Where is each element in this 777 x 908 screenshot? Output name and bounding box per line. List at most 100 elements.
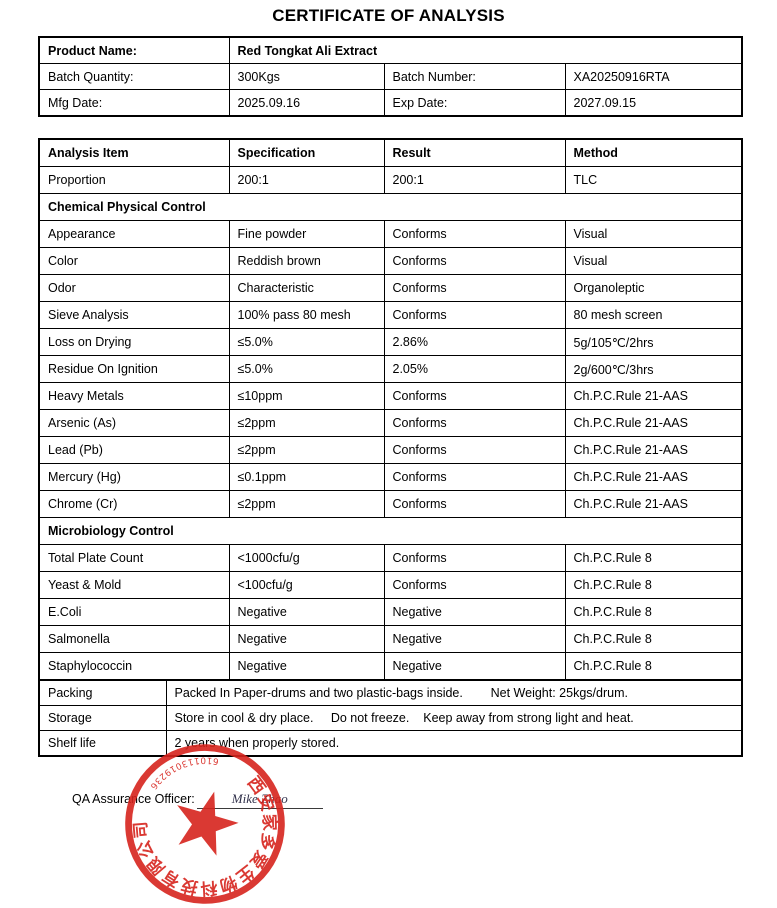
exp-date-label: Exp Date: <box>383 89 566 117</box>
analysis-table: Analysis Item Specification Result Metho… <box>38 138 743 681</box>
spec-cell: ≤5.0% <box>228 328 385 356</box>
table-row: Total Plate Count <1000cfu/g Conforms Ch… <box>38 544 743 572</box>
table-row: Salmonella Negative Negative Ch.P.C.Rule… <box>38 625 743 653</box>
table-row: Loss on Drying ≤5.0% 2.86% 5g/105℃/2hrs <box>38 328 743 356</box>
result-cell: Conforms <box>383 490 566 518</box>
result-cell: Negative <box>383 598 566 626</box>
method-cell: Visual <box>564 220 743 248</box>
item-cell: Mercury (Hg) <box>38 463 230 491</box>
result-cell: Negative <box>383 625 566 653</box>
seal-number: 6101130192362 <box>142 740 289 908</box>
method-cell: 2g/600℃/3hrs <box>564 355 743 383</box>
col-header-item: Analysis Item <box>38 138 230 167</box>
item-cell: Lead (Pb) <box>38 436 230 464</box>
qa-signature-row: QA Assurance Officer: Mike Zhao <box>72 791 323 809</box>
table-row: Mercury (Hg) ≤0.1ppm Conforms Ch.P.C.Rul… <box>38 463 743 491</box>
storage-label: Storage <box>38 705 167 731</box>
batch-quantity-value: 300Kgs <box>228 63 385 90</box>
spec-cell: 200:1 <box>228 166 385 194</box>
item-cell: Loss on Drying <box>38 328 230 356</box>
result-cell: 200:1 <box>383 166 566 194</box>
table-row: Odor Characteristic Conforms Organolepti… <box>38 274 743 302</box>
product-info-table: Product Name: Red Tongkat Ali Extract Ba… <box>38 36 744 117</box>
table-row: Product Name: Red Tongkat Ali Extract <box>38 36 743 64</box>
result-cell: Conforms <box>383 436 566 464</box>
exp-date-value: 2027.09.15 <box>564 89 743 117</box>
result-cell: Conforms <box>383 571 566 599</box>
method-cell: Ch.P.C.Rule 8 <box>564 652 743 681</box>
result-cell: Conforms <box>383 409 566 437</box>
method-cell: Ch.P.C.Rule 21-AAS <box>564 382 743 410</box>
result-cell: Conforms <box>383 247 566 275</box>
batch-number-value: XA20250916RTA <box>564 63 743 90</box>
section-label: Microbiology Control <box>38 517 743 545</box>
method-cell: Ch.P.C.Rule 8 <box>564 544 743 572</box>
result-cell: 2.05% <box>383 355 566 383</box>
packing-label: Packing <box>38 679 167 706</box>
spec-cell: ≤2ppm <box>228 409 385 437</box>
table-row: Storage Store in cool & dry place. Do no… <box>38 705 743 731</box>
storage-text: Store in cool & dry place. Do not freeze… <box>165 705 743 731</box>
page-title: CERTIFICATE OF ANALYSIS <box>272 6 505 25</box>
table-row: Staphylococcin Negative Negative Ch.P.C.… <box>38 652 743 681</box>
qa-officer-label: QA Assurance Officer: <box>72 792 195 806</box>
batch-quantity-label: Batch Quantity: <box>38 63 230 90</box>
item-cell: Proportion <box>38 166 230 194</box>
result-cell: Conforms <box>383 463 566 491</box>
qa-officer-signature: Mike Zhao <box>196 791 323 809</box>
table-row: Proportion 200:1 200:1 TLC <box>38 166 743 194</box>
table-row: Appearance Fine powder Conforms Visual <box>38 220 743 248</box>
spec-cell: ≤0.1ppm <box>228 463 385 491</box>
method-cell: Ch.P.C.Rule 21-AAS <box>564 463 743 491</box>
company-seal-stamp: 西安家多爱生物科技有限公司 6101130192362 <box>124 740 289 908</box>
method-cell: Organoleptic <box>564 274 743 302</box>
seal-ring <box>125 744 285 904</box>
item-cell: Staphylococcin <box>38 652 230 681</box>
spec-cell: ≤2ppm <box>228 490 385 518</box>
result-cell: Conforms <box>383 274 566 302</box>
method-cell: Ch.P.C.Rule 21-AAS <box>564 409 743 437</box>
table-row: Residue On Ignition ≤5.0% 2.05% 2g/600℃/… <box>38 355 743 383</box>
table-row: Packing Packed In Paper-drums and two pl… <box>38 679 743 706</box>
svg-text:6101130192362: 6101130192362 <box>142 740 289 908</box>
col-header-result: Result <box>383 138 566 167</box>
mfg-date-label: Mfg Date: <box>38 89 230 117</box>
table-row: Sieve Analysis 100% pass 80 mesh Conform… <box>38 301 743 329</box>
item-cell: Arsenic (As) <box>38 409 230 437</box>
method-cell: 5g/105℃/2hrs <box>564 328 743 356</box>
result-cell: Conforms <box>383 301 566 329</box>
product-name-value: Red Tongkat Ali Extract <box>228 36 743 64</box>
col-header-spec: Specification <box>228 138 385 167</box>
method-cell: Ch.P.C.Rule 21-AAS <box>564 436 743 464</box>
table-row: Color Reddish brown Conforms Visual <box>38 247 743 275</box>
result-cell: Conforms <box>383 220 566 248</box>
table-row: E.Coli Negative Negative Ch.P.C.Rule 8 <box>38 598 743 626</box>
spec-cell: ≤10ppm <box>228 382 385 410</box>
item-cell: Residue On Ignition <box>38 355 230 383</box>
result-cell: Negative <box>383 652 566 681</box>
product-name-label: Product Name: <box>38 36 230 64</box>
table-row: Chrome (Cr) ≤2ppm Conforms Ch.P.C.Rule 2… <box>38 490 743 518</box>
item-cell: Yeast & Mold <box>38 571 230 599</box>
item-cell: Total Plate Count <box>38 544 230 572</box>
method-cell: Visual <box>564 247 743 275</box>
method-cell: 80 mesh screen <box>564 301 743 329</box>
packing-storage-table: Packing Packed In Paper-drums and two pl… <box>38 679 743 757</box>
batch-number-label: Batch Number: <box>383 63 566 90</box>
table-row: Batch Quantity: 300Kgs Batch Number: XA2… <box>38 63 743 90</box>
method-cell: Ch.P.C.Rule 8 <box>564 625 743 653</box>
method-cell: Ch.P.C.Rule 8 <box>564 571 743 599</box>
shelf-life-label: Shelf life <box>38 730 167 757</box>
spec-cell: <100cfu/g <box>228 571 385 599</box>
method-cell: Ch.P.C.Rule 21-AAS <box>564 490 743 518</box>
spec-cell: Characteristic <box>228 274 385 302</box>
spec-cell: Negative <box>228 625 385 653</box>
section-header-row: Microbiology Control <box>38 517 743 545</box>
item-cell: Odor <box>38 274 230 302</box>
item-cell: Heavy Metals <box>38 382 230 410</box>
table-row: Shelf life 2 years when properly stored. <box>38 730 743 757</box>
table-row: Arsenic (As) ≤2ppm Conforms Ch.P.C.Rule … <box>38 409 743 437</box>
spec-cell: 100% pass 80 mesh <box>228 301 385 329</box>
spec-cell: <1000cfu/g <box>228 544 385 572</box>
table-row: Mfg Date: 2025.09.16 Exp Date: 2027.09.1… <box>38 89 743 117</box>
